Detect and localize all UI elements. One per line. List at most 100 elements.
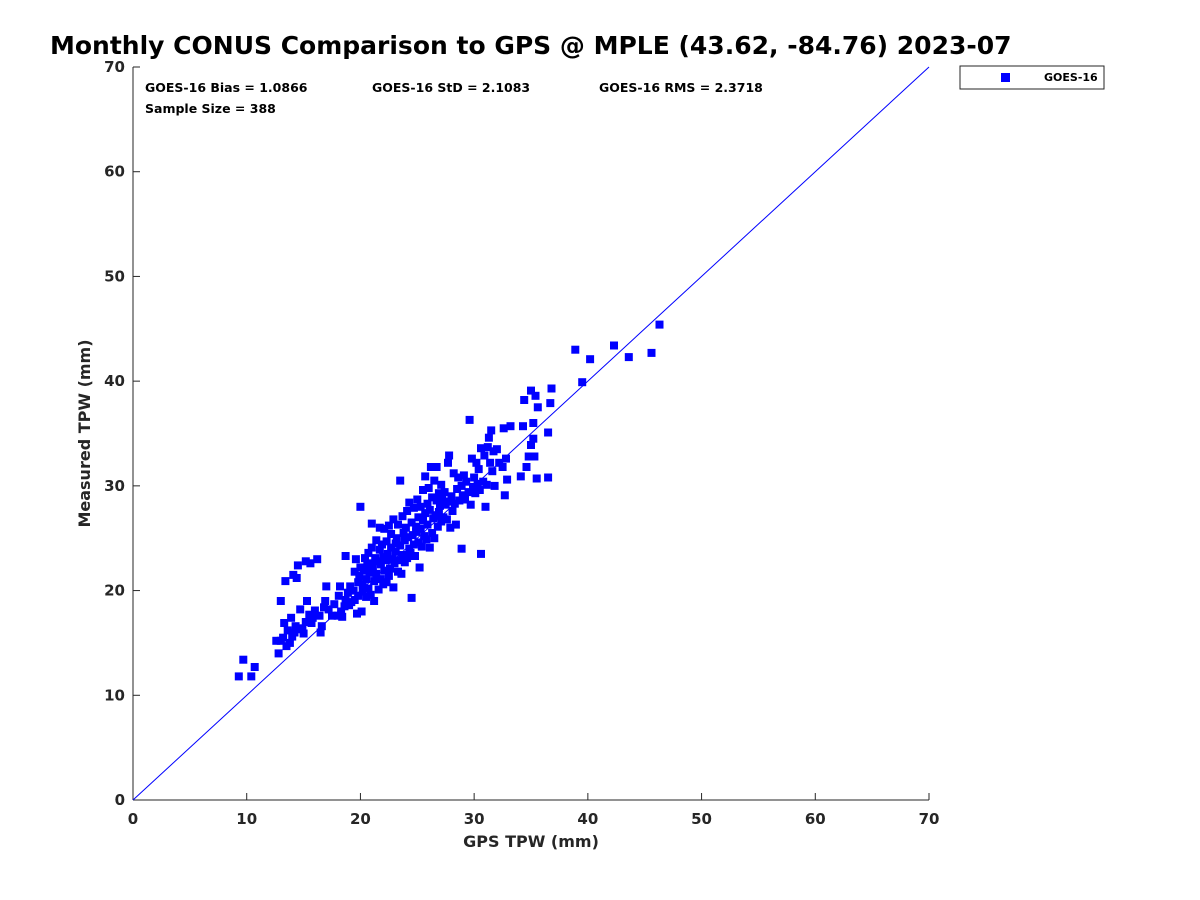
data-point (310, 606, 319, 615)
data-point (361, 554, 369, 563)
data-point (424, 484, 433, 492)
data-point (298, 625, 307, 634)
data-point (434, 489, 443, 498)
data-point (547, 384, 556, 393)
data-point (423, 520, 432, 529)
data-point (502, 454, 510, 463)
data-point (522, 463, 531, 471)
stat-std: GOES-16 StD = 2.1083 (372, 80, 530, 95)
x-tick-label: 70 (919, 810, 940, 828)
data-point (484, 433, 493, 442)
data-point (495, 458, 504, 467)
data-point (483, 443, 492, 452)
data-point (375, 523, 384, 532)
data-point (499, 424, 508, 433)
data-point (341, 596, 350, 604)
data-point (498, 463, 507, 471)
data-point (533, 403, 542, 412)
data-point (544, 428, 553, 437)
data-point (307, 619, 316, 627)
y-tick-label: 10 (104, 686, 125, 704)
data-point (351, 555, 360, 564)
y-tick-label: 70 (104, 58, 125, 76)
data-point (451, 520, 460, 529)
data-point (527, 386, 535, 395)
legend-entry-label: GOES-16 (1044, 71, 1098, 84)
y-axis-ticks: 0 10 20 30 40 50 60 70 (104, 58, 140, 809)
x-tick-label: 60 (805, 810, 826, 828)
stat-rms: GOES-16 RMS = 2.3718 (599, 80, 763, 95)
data-point (414, 538, 423, 547)
data-point (346, 582, 355, 591)
x-tick-label: 10 (236, 810, 257, 828)
data-point (390, 559, 399, 568)
data-point (383, 549, 392, 558)
one-to-one-reference-line (132, 66, 930, 801)
data-point (432, 463, 441, 471)
data-point (391, 547, 400, 556)
data-point (475, 486, 484, 494)
data-point (367, 543, 376, 552)
data-point (450, 499, 459, 508)
data-point (461, 495, 469, 504)
data-point (333, 611, 342, 620)
data-point (624, 353, 633, 362)
data-point (313, 555, 322, 564)
data-point (447, 492, 456, 501)
data-point (292, 574, 301, 582)
data-point (421, 472, 430, 481)
data-point (474, 465, 483, 474)
x-tick-label: 0 (128, 810, 138, 828)
y-tick-label: 40 (104, 372, 125, 390)
data-point (487, 426, 496, 435)
data-point (397, 569, 406, 578)
data-point (396, 476, 405, 485)
data-point (395, 556, 404, 565)
data-point (419, 486, 427, 494)
data-point (355, 571, 364, 580)
data-point (370, 577, 379, 586)
y-tick-label: 60 (104, 163, 125, 181)
data-point (425, 505, 434, 514)
data-point (250, 663, 259, 671)
data-point (341, 552, 350, 560)
data-point (328, 611, 336, 620)
data-point (480, 451, 489, 460)
data-point (392, 534, 401, 543)
data-point (367, 519, 376, 528)
data-point (338, 612, 347, 621)
data-point (519, 422, 527, 431)
data-point (389, 583, 398, 592)
y-tick-label: 0 (115, 791, 125, 809)
x-axis-label: GPS TPW (mm) (463, 832, 599, 851)
data-point (409, 503, 418, 512)
y-tick-label: 20 (104, 582, 125, 600)
data-point (416, 502, 425, 511)
data-point (288, 632, 297, 641)
data-point (422, 535, 431, 544)
data-point (472, 458, 481, 467)
data-point (400, 558, 409, 567)
data-point (469, 482, 477, 491)
data-point (531, 391, 540, 400)
data-point (529, 419, 538, 427)
data-point (529, 434, 538, 443)
data-point (503, 475, 512, 484)
data-point (442, 515, 451, 524)
data-point (330, 600, 339, 609)
x-tick-label: 40 (577, 810, 598, 828)
data-point (378, 540, 386, 549)
data-point (409, 540, 418, 549)
data-point (467, 454, 476, 463)
data-point (308, 613, 317, 622)
data-point (407, 593, 416, 602)
data-point (350, 567, 359, 576)
data-point (358, 587, 367, 596)
data-point (464, 488, 473, 497)
data-point (544, 473, 553, 482)
data-point (405, 544, 414, 553)
data-point (506, 422, 515, 431)
data-point (290, 628, 299, 637)
data-point (406, 548, 415, 557)
data-point (234, 672, 243, 681)
